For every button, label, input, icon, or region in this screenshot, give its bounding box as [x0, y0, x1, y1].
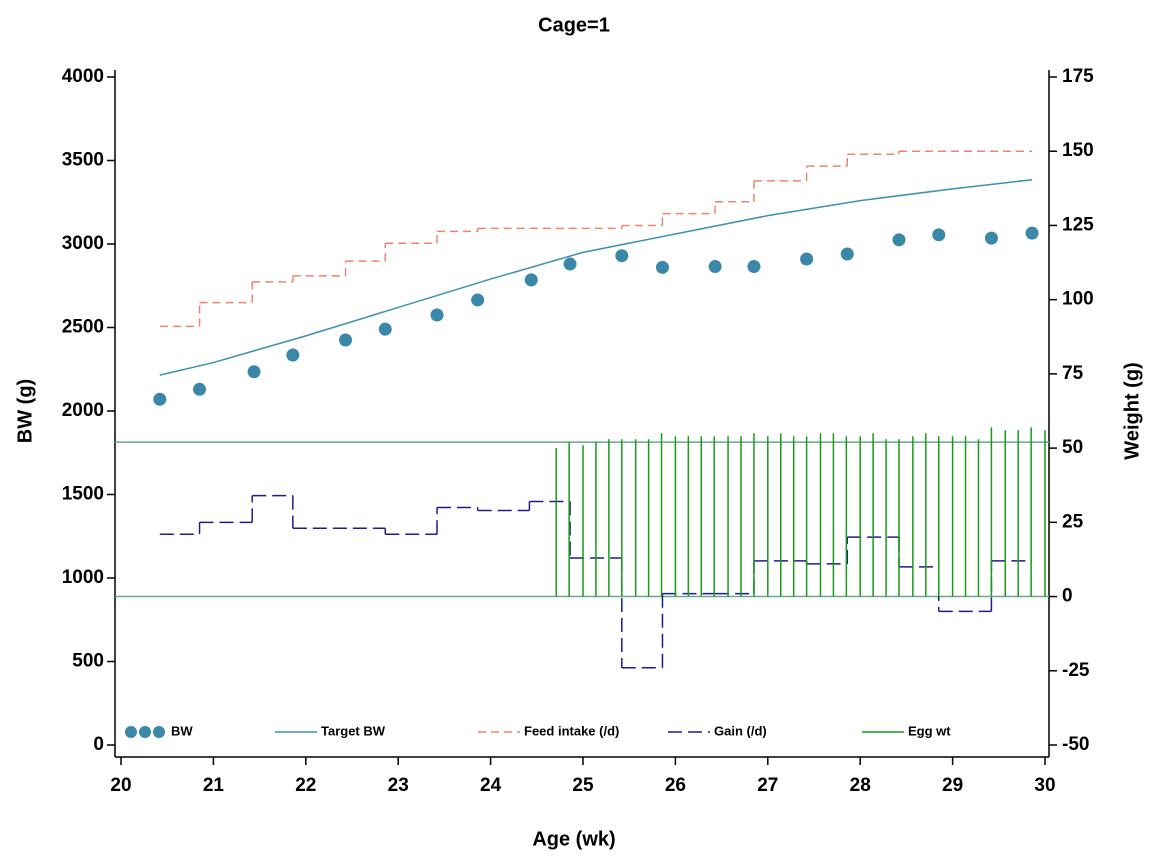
- x-tick-label: 23: [388, 775, 409, 796]
- y-tick-label: 4000: [62, 66, 104, 87]
- y2-tick-label: 25: [1062, 511, 1084, 532]
- x-tick-label: 20: [110, 775, 131, 796]
- target-line: [159, 178, 1033, 376]
- y2-tick-label: 150: [1062, 140, 1094, 161]
- y-tick-label: 500: [72, 651, 104, 672]
- y2-tick-label: 75: [1062, 363, 1084, 384]
- legend-label: Target BW: [321, 723, 386, 738]
- x-tick-label: 21: [203, 775, 225, 796]
- y2-tick-label: 100: [1062, 289, 1094, 310]
- bw-point: [563, 257, 577, 271]
- y2-tick-label: 175: [1062, 66, 1094, 87]
- y-tick-label: 2000: [62, 400, 104, 421]
- y2-tick-label: -50: [1062, 734, 1089, 755]
- bw-point: [932, 228, 946, 242]
- legend-label: Egg wt: [908, 723, 951, 738]
- bw-point: [708, 260, 722, 274]
- legend-symbol: [125, 726, 137, 738]
- x-axis-label: Age (wk): [532, 828, 615, 850]
- bw-point: [524, 273, 538, 287]
- bw-point: [747, 260, 761, 274]
- bw-point: [471, 293, 485, 307]
- x-tick-label: 30: [1034, 775, 1055, 796]
- x-tick-label: 25: [572, 775, 594, 796]
- x-tick-label: 29: [942, 775, 963, 796]
- x-tick-label: 22: [295, 775, 316, 796]
- bw-point: [286, 348, 300, 362]
- y2-tick-label: 125: [1062, 214, 1094, 235]
- x-tick-label: 27: [757, 775, 778, 796]
- bw-point: [430, 308, 444, 322]
- legend-symbol: [139, 726, 151, 738]
- bw-point: [153, 392, 167, 406]
- y-tick-label: 2500: [62, 317, 104, 338]
- y-tick-label: 1000: [62, 567, 104, 588]
- bw-point: [892, 233, 906, 247]
- bw-point: [840, 247, 854, 261]
- bw-point: [339, 333, 353, 347]
- y2-axis-label: Weight (g): [1121, 362, 1143, 459]
- legend-symbol: [153, 726, 165, 738]
- legend-label: Feed intake (/d): [524, 723, 619, 738]
- x-tick-label: 28: [850, 775, 871, 796]
- bw-point: [378, 322, 392, 336]
- y-tick-label: 1500: [62, 484, 104, 505]
- y2-tick-label: 50: [1062, 437, 1083, 458]
- x-tick-label: 26: [665, 775, 686, 796]
- y-axis-label: BW (g): [14, 379, 36, 443]
- legend-label: BW: [171, 723, 193, 738]
- bw-point: [655, 260, 669, 274]
- bw-point: [193, 382, 207, 396]
- bw-point: [800, 252, 814, 266]
- y-tick-label: 3000: [62, 233, 104, 254]
- y2-tick-label: -25: [1062, 660, 1090, 681]
- bw-point: [1025, 226, 1039, 240]
- x-tick-label: 24: [480, 775, 502, 796]
- y-tick-label: 0: [93, 734, 104, 755]
- bw-point: [247, 365, 261, 379]
- legend-label: Gain (/d): [714, 723, 767, 738]
- bw-point: [984, 231, 998, 245]
- bw-point: [615, 249, 629, 263]
- chart-title: Cage=1: [538, 14, 610, 36]
- y2-tick-label: 0: [1062, 586, 1073, 607]
- y-tick-label: 3500: [62, 150, 104, 171]
